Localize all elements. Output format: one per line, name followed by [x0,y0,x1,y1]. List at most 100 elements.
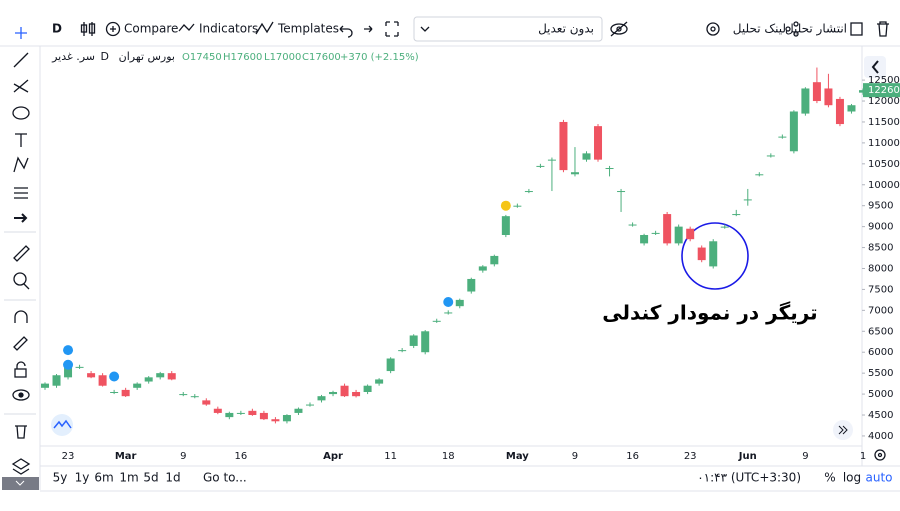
y-tick-label: 12000 [868,96,900,107]
dropdown-arrow [420,26,430,32]
x-tick-label: 11 [384,451,397,462]
x-tick-label: 23 [62,451,75,462]
undo-icon[interactable] [339,25,353,38]
candle-body [156,373,165,378]
y-tick-label: 10000 [868,180,900,191]
candle-body [363,385,372,392]
candle-body [133,383,142,388]
candle-body [259,412,268,420]
x-tick-label: 23 [684,451,697,462]
signal-marker [500,200,511,211]
candle-body [513,205,522,207]
candle-body [732,214,741,216]
share-link-button[interactable]: لینک تحلیل [733,22,786,36]
y-tick-label: 4500 [868,410,893,421]
settings-icon[interactable] [706,22,720,36]
candle-body [801,88,810,114]
range-button[interactable]: 5d [143,471,158,485]
interval-button[interactable]: D [52,22,62,36]
signal-marker [63,359,74,370]
candle-body [524,191,533,193]
candle-body [421,331,430,353]
candle-body [570,172,579,175]
range-button[interactable]: 5y [53,471,68,485]
candle-body [789,111,798,152]
redo-icon[interactable] [364,25,373,33]
chart-type-icon[interactable] [80,22,96,36]
candle-body [340,385,349,397]
x-tick-label: 18 [442,451,455,462]
candle-body [317,396,326,401]
indicators-icon[interactable] [178,23,195,32]
compare-icon[interactable] [105,21,121,37]
candle-body [709,241,718,267]
range-button[interactable]: 1m [119,471,138,485]
templates-icon[interactable] [255,21,274,35]
y-tick-label: 5000 [868,389,893,400]
candle-body [766,155,775,157]
candle-body [628,224,637,226]
candle-body [213,408,222,413]
candle-body [812,82,821,102]
indicators-button[interactable]: Indicators [199,22,258,36]
candle-body [444,312,453,314]
candle-body [847,105,856,112]
candle-body [720,226,729,228]
candle-body [559,121,568,171]
x-tick-label: Mar [115,451,137,462]
legend-low: L17000 [264,52,301,63]
candle-body [835,98,844,125]
candle-body [64,365,73,378]
percent-toggle[interactable]: % [824,471,835,485]
candle-body [398,350,407,352]
candle-body [478,266,487,271]
range-button[interactable]: 1d [165,471,180,485]
candle-body [824,88,833,106]
candle-body [375,379,384,384]
candle-body [651,232,660,234]
legend-exchange: بورس تهران [119,50,175,63]
compare-button[interactable]: Compare [124,22,178,36]
drawing-tools[interactable] [4,27,36,475]
hide-icon[interactable] [610,21,628,37]
y-tick-label: 6000 [868,347,893,358]
auto-toggle[interactable]: auto [865,471,892,485]
axis-settings[interactable] [874,449,886,461]
fullscreen-icon[interactable] [385,21,399,37]
y-tick-label: 9500 [868,201,893,212]
candle-body [352,391,361,397]
candle-body [110,391,119,393]
candle-body [386,358,395,372]
candle-body [121,389,130,397]
candle-body [271,419,280,422]
log-toggle[interactable]: log [843,471,861,485]
adjustment-label: بدون تعدیل [538,22,594,37]
toolbar-collapse[interactable] [2,477,39,490]
x-tick-label: Jun [738,451,757,462]
scroll-button[interactable] [864,56,886,78]
candle-body [582,153,591,160]
y-tick-label: 11000 [868,138,900,149]
candle-body [594,126,603,160]
candle-body [409,335,418,346]
candle-body [87,373,96,378]
y-tick-label: 12500 [868,75,900,86]
adjustment-dropdown[interactable] [413,16,603,42]
candle-body [490,255,499,265]
candle-body [144,377,153,382]
candle-body [663,214,672,244]
candle-body [236,412,245,414]
scroll-to-end[interactable] [833,420,853,440]
y-tick-label: 9000 [868,222,893,233]
publish-button[interactable]: انتشار تحلیل [785,22,847,37]
candle-body [225,412,234,418]
templates-button[interactable]: Templates [277,22,339,36]
legend-open: O17450 [182,52,222,63]
range-button[interactable]: 6m [94,471,113,485]
goto-button[interactable]: Go to... [203,471,247,485]
x-tick-label: May [506,451,529,462]
candle-body [190,396,199,398]
range-button[interactable]: 1y [75,471,90,485]
candle-body [329,391,338,395]
trash-icon[interactable] [877,21,889,37]
